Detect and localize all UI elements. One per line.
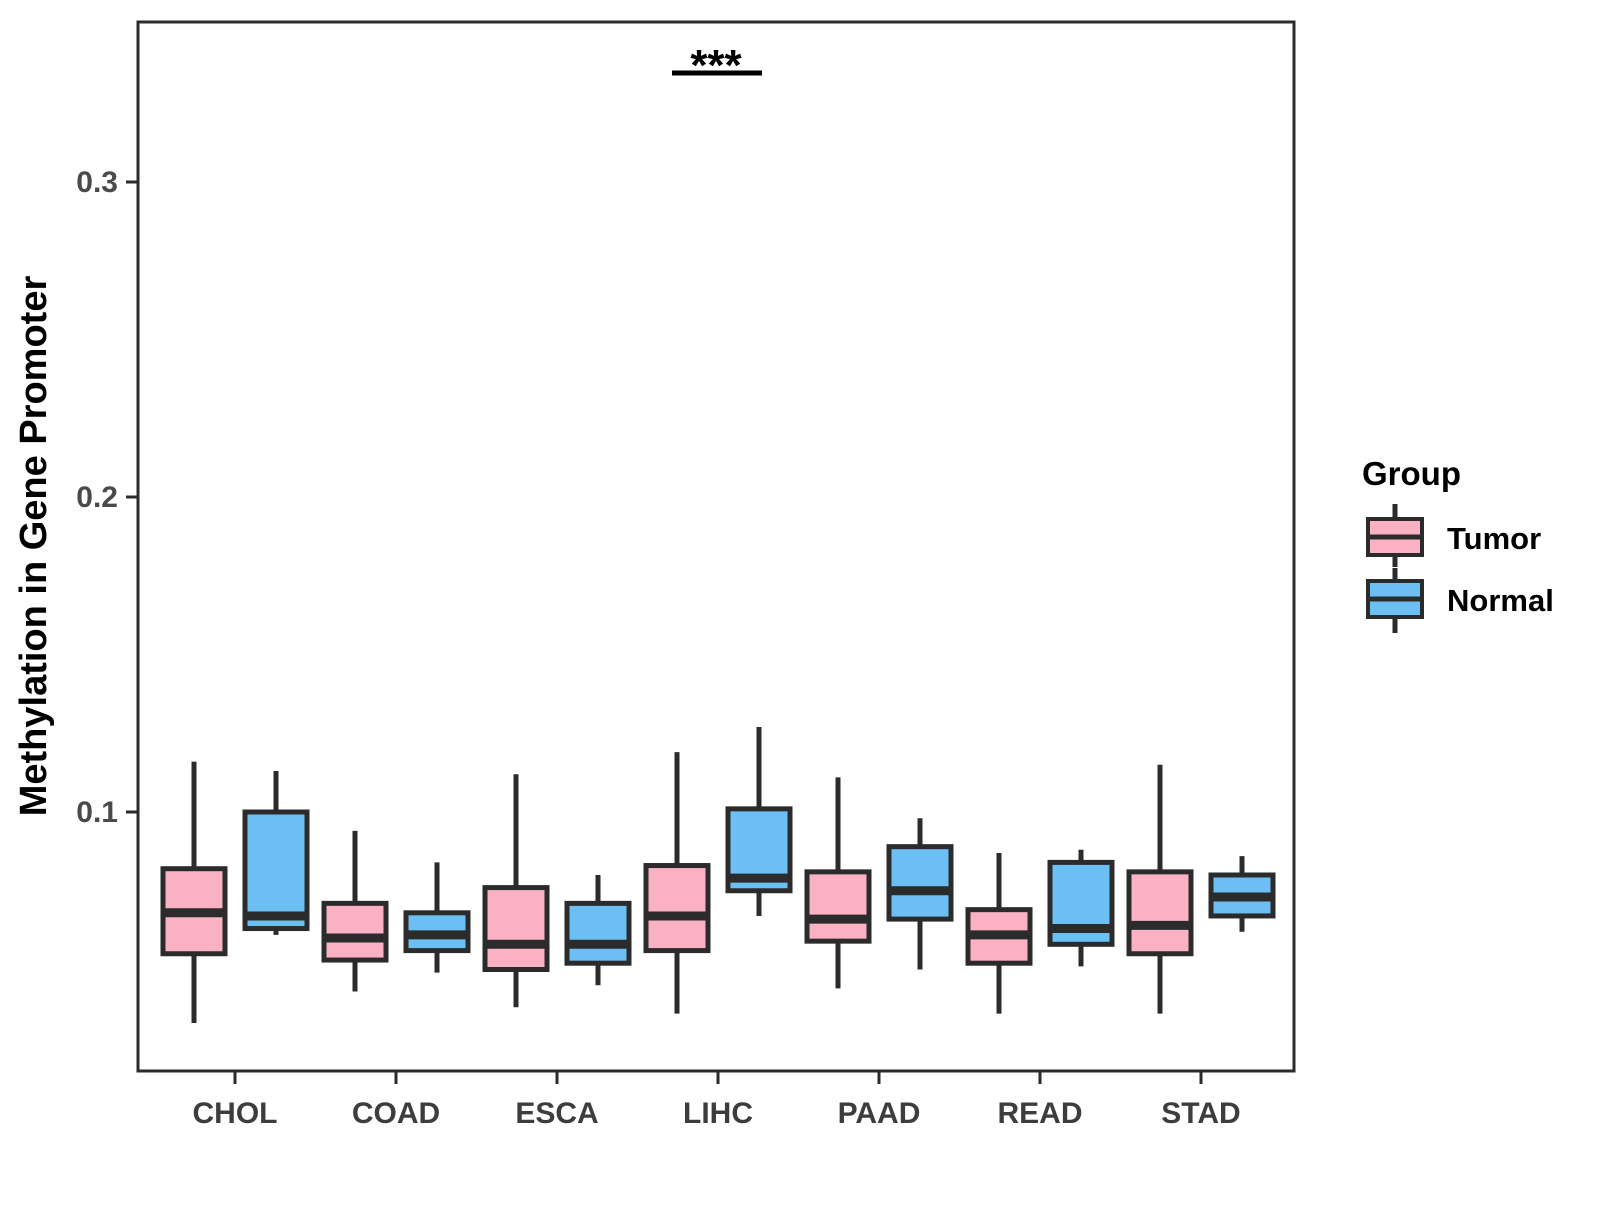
boxplot-ESCA-tumor <box>482 774 550 1008</box>
y-tick-label-0.1: 0.1 <box>76 796 118 829</box>
y-axis-title: Methylation in Gene Promoter <box>13 276 55 817</box>
boxplot-LIHC-tumor <box>643 752 711 1014</box>
significance-stars: *** <box>690 41 742 90</box>
x-tick-label-lihc: LIHC <box>683 1097 753 1130</box>
y-axis-ticks <box>126 180 138 814</box>
box-iqr <box>886 844 954 922</box>
legend-title: Group <box>1362 455 1461 492</box>
boxplot-COAD-normal <box>403 862 471 973</box>
boxplot-layer <box>160 726 1276 1024</box>
boxplot-ESCA-normal <box>564 875 632 986</box>
legend-key-normal: Normal <box>1366 568 1554 633</box>
x-tick-label-paad: PAAD <box>838 1097 921 1130</box>
x-axis-ticks <box>233 1071 1203 1084</box>
box-iqr <box>1126 869 1194 957</box>
boxplot-STAD-tumor <box>1126 764 1194 1014</box>
legend-key-tumor: Tumor <box>1366 504 1541 567</box>
box-iqr <box>242 809 310 932</box>
boxplot-CHOL-tumor <box>160 761 228 1024</box>
boxplot-STAD-normal <box>1208 856 1276 932</box>
box-iqr <box>321 900 389 963</box>
y-tick-label-0.2: 0.2 <box>76 481 118 514</box>
x-tick-label-coad: COAD <box>352 1097 440 1130</box>
boxplot-PAAD-normal <box>886 818 954 970</box>
x-tick-label-stad: STAD <box>1161 1097 1240 1130</box>
legend: Group Tumor Normal <box>1362 455 1554 633</box>
boxplot-COAD-tumor <box>321 830 389 992</box>
y-tick-label-0.3: 0.3 <box>76 166 118 199</box>
x-tick-label-chol: CHOL <box>193 1097 278 1130</box>
box-iqr <box>643 863 711 954</box>
box-iqr <box>564 900 632 966</box>
legend-label-normal: Normal <box>1447 583 1554 618</box>
boxplot-PAAD-tumor <box>804 777 872 989</box>
x-tick-label-read: READ <box>997 1097 1082 1130</box>
box-iqr <box>804 869 872 944</box>
box-iqr <box>482 885 550 972</box>
plot-panel-border <box>136 20 1296 1073</box>
legend-label-tumor: Tumor <box>1447 521 1541 556</box>
boxplot-LIHC-normal <box>725 726 793 916</box>
boxplot-CHOL-normal <box>242 771 310 935</box>
boxplot-READ-normal <box>1047 849 1115 967</box>
boxplot-READ-tumor <box>965 852 1033 1014</box>
x-tick-label-esca: ESCA <box>515 1097 598 1130</box>
